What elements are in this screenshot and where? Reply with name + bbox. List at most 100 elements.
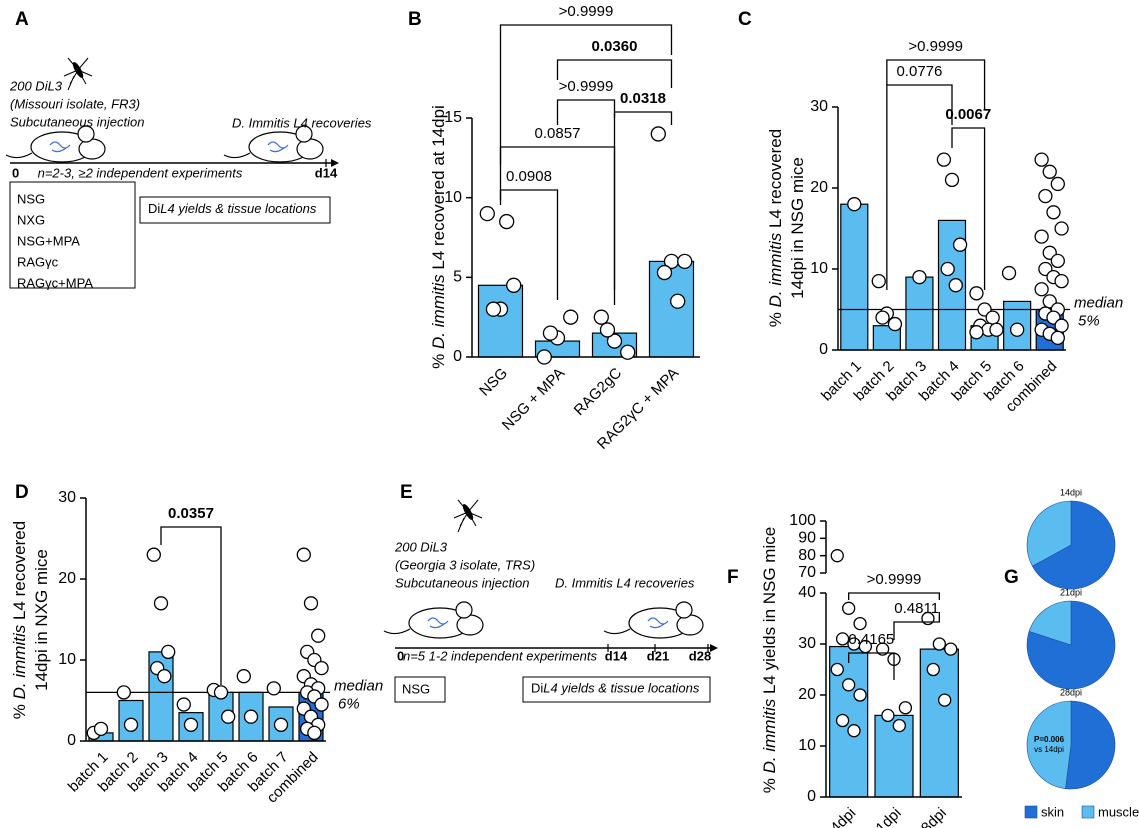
legend-swatch (1081, 805, 1095, 819)
data-point (157, 669, 172, 684)
y-tick-label: 10 (444, 189, 462, 206)
p-value: >0.9999 (867, 571, 922, 588)
analysis-text-part: L4 yields & tissue locations (160, 201, 317, 216)
y-tick-label: 70 (798, 564, 816, 581)
y-axis-label-part: L4 recovered (10, 521, 29, 625)
data-point (479, 205, 495, 222)
p-value: 0.4811 (894, 600, 939, 617)
data-point (311, 628, 326, 643)
data-point (1050, 330, 1065, 346)
data-point (499, 213, 515, 230)
p-value: >0.9999 (908, 38, 963, 55)
bar (840, 203, 869, 351)
analysis-box (139, 196, 331, 224)
y-tick-label: 10 (798, 737, 816, 754)
data-point (1034, 229, 1049, 244)
data-point (938, 693, 952, 707)
y-axis-label-part: % (760, 773, 779, 793)
y-axis-label-part: % (429, 349, 448, 369)
data-point (853, 688, 867, 702)
timeline-start: 0 (397, 648, 404, 663)
timeline-arrow (710, 644, 718, 652)
pie-slice (1065, 700, 1116, 790)
data-point (183, 717, 199, 732)
data-point (650, 126, 666, 142)
data-point (875, 310, 890, 325)
pie-title: 14dpi (1060, 487, 1082, 497)
y-tick-label: 0 (819, 341, 828, 358)
bar (477, 284, 524, 358)
y-axis-label-part: D. immitis (10, 624, 29, 699)
bracket (556, 59, 673, 88)
y-tick-label: 30 (798, 635, 816, 652)
data-point (506, 277, 522, 293)
data-point (593, 309, 609, 325)
y-axis-label-part: D. immitis (766, 232, 785, 307)
y-tick-label: 30 (810, 98, 828, 115)
group-name: RAGγc+MPA (17, 275, 93, 290)
mouse-tail (383, 628, 411, 635)
group-name: RAGγc (17, 254, 59, 269)
pie-slice (1026, 500, 1072, 567)
data-point (830, 549, 844, 563)
data-point (542, 325, 559, 341)
data-point (847, 724, 861, 738)
pie-slice (1028, 600, 1072, 646)
bar (648, 260, 695, 358)
data-point (969, 286, 984, 301)
data-point (670, 293, 686, 309)
analysis-text: DiL4 yields & tissue locations (531, 681, 700, 696)
y-tick-label: 15 (444, 109, 462, 126)
data-point (1038, 188, 1053, 204)
pie-slice (1026, 700, 1072, 789)
timepoint: d14 (605, 648, 628, 663)
y-axis-label-part: 14dpi in NSG mice (788, 157, 807, 299)
data-point (314, 697, 329, 712)
x-tick-label: 21dpi (867, 805, 905, 828)
data-point (1009, 322, 1025, 337)
analysis-text-part: L4 yields & tissue locations (543, 681, 700, 696)
data-point (116, 685, 131, 700)
data-point (932, 637, 946, 651)
data-point (146, 547, 161, 562)
bracket (951, 127, 986, 290)
data-point (898, 701, 913, 715)
protocol-text: (Missouri isolate, FR3) (10, 96, 140, 111)
bracket (848, 652, 895, 680)
median-label: 5% (1078, 312, 1100, 329)
data-point (835, 632, 850, 646)
data-point (563, 309, 579, 325)
worm (427, 617, 449, 629)
y-axis-label-part: D. immitis (760, 698, 779, 773)
y-tick-label: 10 (58, 651, 76, 668)
mouse-tail (603, 628, 631, 635)
data-point (213, 685, 229, 700)
data-point (221, 709, 236, 724)
x-tick-label: NSG (476, 365, 511, 400)
data-point (656, 264, 673, 281)
p-value: 0.4165 (848, 631, 894, 648)
data-point (853, 616, 867, 631)
data-point (314, 660, 329, 676)
bracket (893, 612, 940, 640)
mouse-ear (455, 601, 473, 619)
data-point (926, 662, 940, 677)
data-point (969, 325, 984, 340)
y-axis-label-part: D. immitis (429, 274, 448, 349)
data-point (944, 642, 958, 656)
group-name: NXG (17, 212, 45, 227)
timepoint: d28 (689, 648, 711, 663)
mouse-ear (675, 601, 693, 619)
data-point (606, 333, 623, 349)
bracket (160, 526, 222, 685)
median-label: median (1074, 294, 1123, 311)
bracket (848, 592, 940, 600)
y-tick-label: 20 (798, 686, 816, 703)
timepoint: d14 (315, 165, 338, 180)
y-tick-label: 30 (58, 489, 76, 506)
group-name: NSG (17, 191, 45, 206)
data-point (1050, 253, 1065, 269)
x-tick-label: 28dpi (912, 805, 950, 828)
panel-letter: B (408, 9, 422, 30)
p-value: >0.9999 (559, 78, 614, 95)
